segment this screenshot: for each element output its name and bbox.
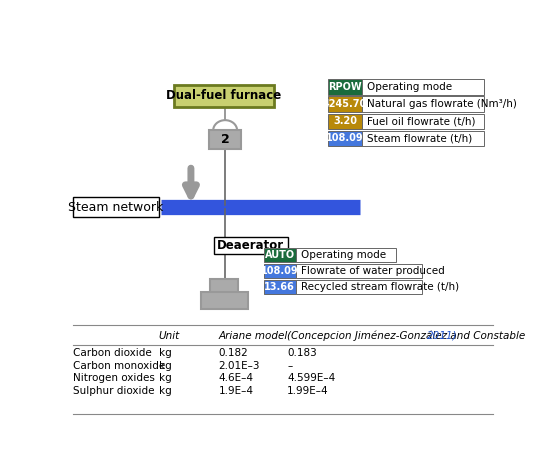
Bar [362,96,484,112]
Text: 4.599E–4: 4.599E–4 [287,373,336,383]
Bar [362,79,484,95]
Bar [296,248,396,262]
Text: Carbon dioxide: Carbon dioxide [73,348,152,358]
Circle shape [213,120,237,141]
Text: 2.01E–3: 2.01E–3 [219,361,260,371]
Bar [296,280,422,294]
Bar [209,130,241,149]
Text: kg: kg [159,373,172,383]
Bar [264,248,296,262]
Text: 2: 2 [221,133,230,147]
Bar [328,114,362,129]
Text: Natural gas flowrate (Nm³/h): Natural gas flowrate (Nm³/h) [367,99,517,109]
Bar [174,85,274,107]
Bar [264,280,296,294]
Text: Operating mode: Operating mode [301,250,386,260]
Text: 108.09: 108.09 [261,266,299,276]
Text: kg: kg [159,361,172,371]
Bar [362,131,484,146]
Text: 1.99E–4: 1.99E–4 [287,386,329,396]
Bar [362,114,484,129]
Text: (Concepcion Jiménez-González and Constable: (Concepcion Jiménez-González and Constab… [287,330,529,341]
Text: 0.182: 0.182 [219,348,248,358]
Text: 1.9E–4: 1.9E–4 [219,386,254,396]
Bar [328,131,362,146]
Text: Ariane model: Ariane model [219,331,288,341]
Text: Steam network: Steam network [68,200,164,214]
Text: Dual-fuel furnace: Dual-fuel furnace [166,89,282,102]
Text: AUTO: AUTO [264,250,295,260]
Bar [210,279,238,294]
Bar [328,96,362,112]
Text: 0.183: 0.183 [287,348,317,358]
Text: Unit: Unit [159,331,180,341]
Bar [73,198,159,217]
Bar [201,292,248,309]
Bar [264,264,296,278]
Text: Operating mode: Operating mode [367,82,452,92]
Text: Sulphur dioxide: Sulphur dioxide [73,386,155,396]
Text: RPOW: RPOW [328,82,362,92]
Text: 3.20: 3.20 [333,116,357,126]
Text: 4.6E–4: 4.6E–4 [219,373,254,383]
Text: 4245.70: 4245.70 [323,99,367,109]
Text: Steam flowrate (t/h): Steam flowrate (t/h) [367,133,473,143]
Text: 13.66: 13.66 [264,282,295,292]
Text: 2011): 2011) [427,331,457,341]
Text: Fuel oil flowrate (t/h): Fuel oil flowrate (t/h) [367,116,476,126]
Text: –: – [287,361,293,371]
Bar [214,237,289,254]
Text: Carbon monoxide: Carbon monoxide [73,361,166,371]
Text: 108.09: 108.09 [326,133,364,143]
Text: Deaerator: Deaerator [217,239,284,252]
Text: Nitrogen oxides: Nitrogen oxides [73,373,155,383]
Bar [328,79,362,95]
Text: Recycled stream flowrate (t/h): Recycled stream flowrate (t/h) [301,282,459,292]
Bar [296,264,422,278]
Text: kg: kg [159,348,172,358]
Text: kg: kg [159,386,172,396]
Text: Flowrate of water produced: Flowrate of water produced [301,266,444,276]
